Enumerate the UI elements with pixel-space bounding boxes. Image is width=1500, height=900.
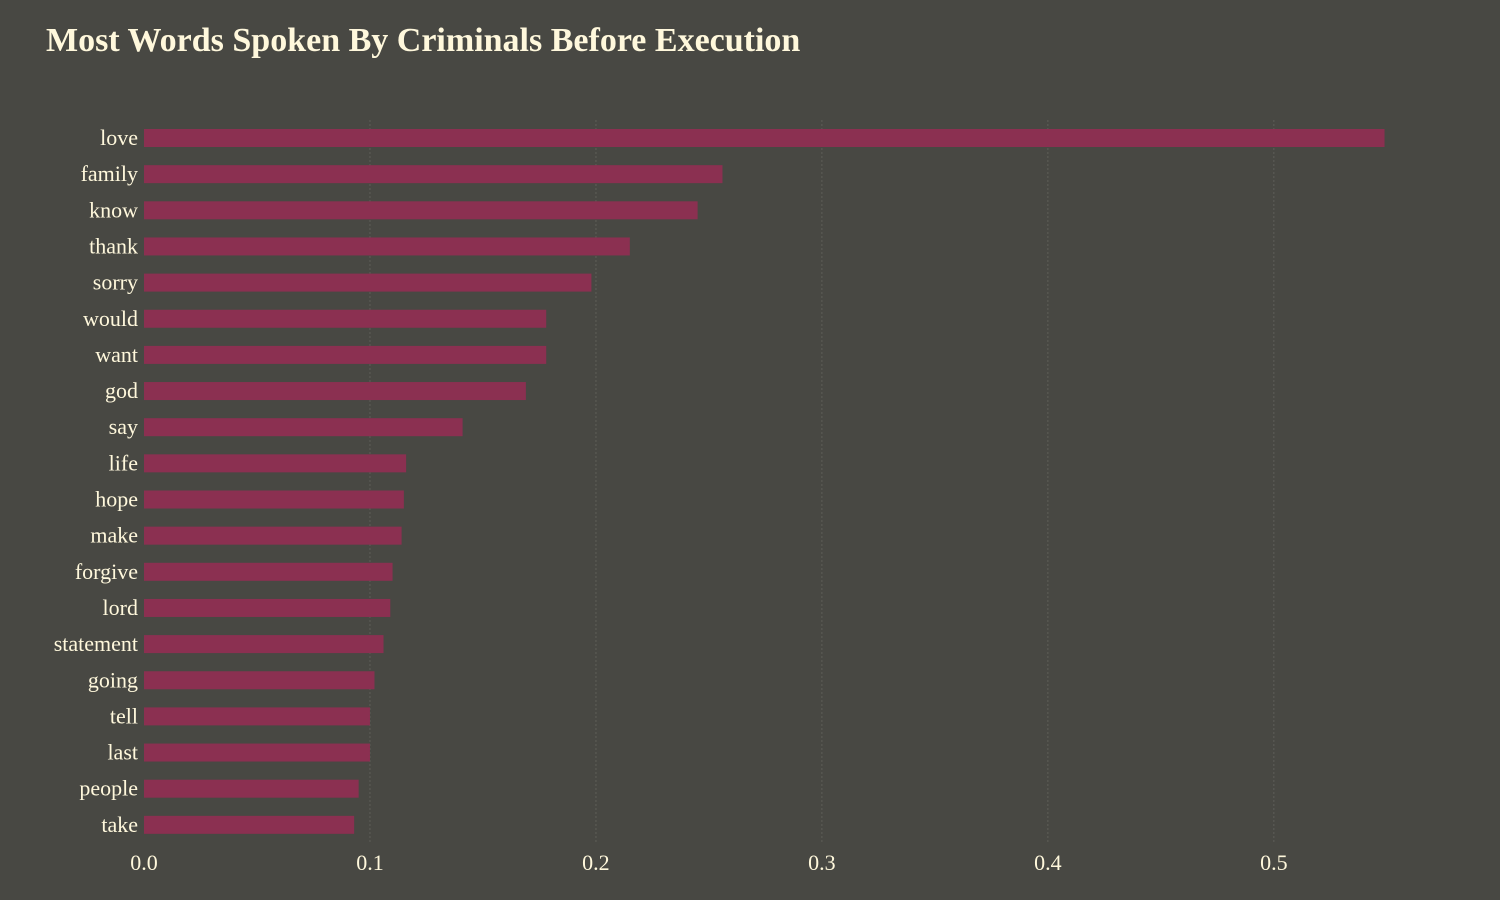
y-tick-label-would: would bbox=[83, 306, 138, 331]
bar-lord bbox=[144, 598, 391, 617]
x-tick-labels: 0.0 0.1 0.2 0.3 0.4 0.5 bbox=[130, 850, 1287, 875]
y-tick-label-life: life bbox=[109, 450, 138, 475]
chart-title: Most Words Spoken By Criminals Before Ex… bbox=[46, 22, 801, 59]
bar-people bbox=[144, 779, 359, 798]
y-tick-label-tell: tell bbox=[110, 703, 138, 728]
y-tick-label-make: make bbox=[90, 523, 138, 548]
bar-take bbox=[144, 815, 355, 834]
bar-love bbox=[144, 129, 1385, 147]
y-tick-label-people: people bbox=[79, 776, 138, 801]
bar-know bbox=[144, 201, 698, 220]
y-tick-label-love: love bbox=[100, 125, 138, 150]
bar-make bbox=[144, 526, 402, 545]
bar-going bbox=[144, 671, 375, 690]
y-tick-label-god: god bbox=[105, 378, 138, 403]
y-tick-labels: love family know thank sorry would want god say l… bbox=[54, 125, 138, 837]
bar-want bbox=[144, 345, 547, 364]
y-tick-label-say: say bbox=[109, 414, 138, 439]
bar-say bbox=[144, 418, 463, 437]
y-tick-label-forgive: forgive bbox=[75, 559, 138, 584]
x-tick-label: 0.1 bbox=[356, 850, 384, 875]
y-tick-label-sorry: sorry bbox=[93, 270, 138, 295]
grid-lines bbox=[369, 120, 1275, 842]
y-tick-label-statement: statement bbox=[54, 631, 138, 656]
bar-forgive bbox=[144, 562, 393, 581]
x-tick-label: 0.4 bbox=[1034, 850, 1062, 875]
y-tick-label-going: going bbox=[88, 667, 138, 692]
x-tick-label: 0.0 bbox=[130, 850, 158, 875]
bars bbox=[144, 129, 1385, 834]
y-tick-label-know: know bbox=[89, 197, 138, 222]
bar-god bbox=[144, 382, 526, 401]
y-tick-label-family: family bbox=[81, 161, 138, 186]
x-tick-label: 0.2 bbox=[582, 850, 610, 875]
y-tick-label-thank: thank bbox=[89, 233, 138, 258]
x-tick-label: 0.5 bbox=[1260, 850, 1288, 875]
y-tick-label-want: want bbox=[95, 342, 138, 367]
bar-statement bbox=[144, 635, 384, 654]
bar-tell bbox=[144, 707, 370, 726]
y-tick-label-lord: lord bbox=[103, 595, 138, 620]
bar-family bbox=[144, 165, 723, 184]
y-tick-label-hope: hope bbox=[95, 487, 138, 512]
bar-sorry bbox=[144, 273, 592, 292]
x-tick-label: 0.3 bbox=[808, 850, 836, 875]
bar-would bbox=[144, 309, 547, 328]
bar-last bbox=[144, 743, 370, 762]
bar-hope bbox=[144, 490, 404, 509]
y-tick-label-last: last bbox=[107, 740, 138, 765]
bar-life bbox=[144, 454, 407, 473]
y-tick-label-take: take bbox=[101, 812, 138, 837]
bar-thank bbox=[144, 237, 630, 256]
